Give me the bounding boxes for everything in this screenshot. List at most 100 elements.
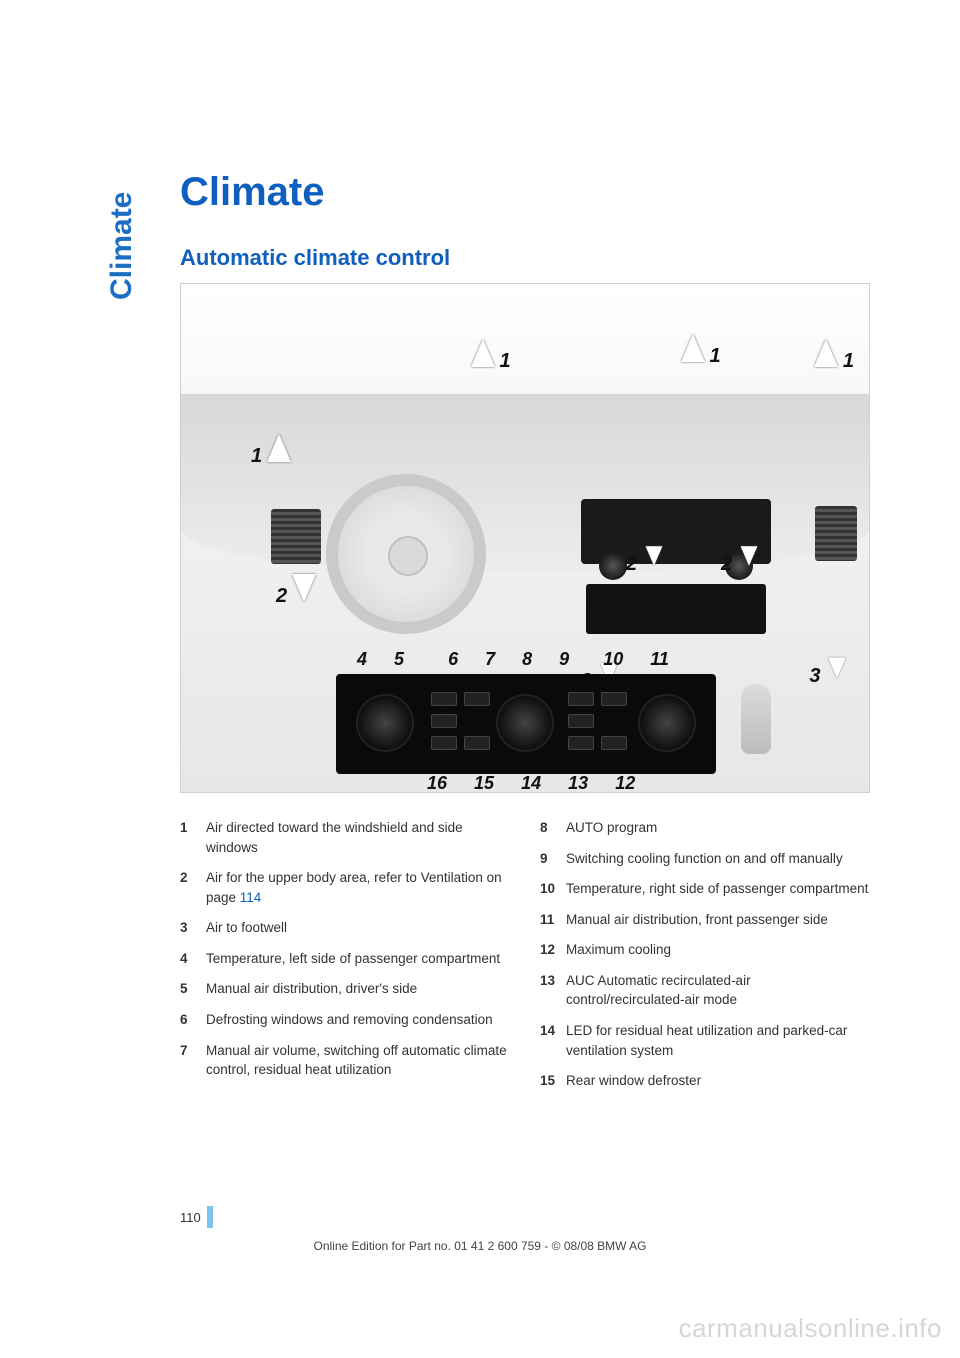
section-subtitle: Automatic climate control — [180, 245, 870, 271]
callout-number: 1 — [843, 350, 854, 373]
legend-item: 9 Switching cooling function on and off … — [540, 849, 870, 869]
arrow-down-icon — [645, 546, 662, 566]
callout-number: 12 — [615, 773, 635, 793]
callout-number: 1 — [251, 445, 262, 468]
callout-number: 7 — [485, 649, 495, 669]
arrow-up-icon — [681, 334, 705, 362]
callout-number: 9 — [559, 649, 569, 669]
legend-item: 4 Temperature, left side of passenger co… — [180, 949, 510, 969]
page-number-block: 110 — [180, 1206, 213, 1228]
legend-item: 15 Rear window defroster — [540, 1071, 870, 1091]
legend-item: 11 Manual air distribution, front passen… — [540, 910, 870, 930]
callout-number: 16 — [427, 773, 447, 793]
legend-number: 7 — [180, 1041, 206, 1080]
callout-number: 2 — [276, 585, 287, 608]
legend-text: AUC Automatic recirculated-air control/r… — [566, 971, 870, 1010]
legend-number: 15 — [540, 1071, 566, 1091]
legend-number: 14 — [540, 1021, 566, 1060]
legend-text: Temperature, right side of passenger com… — [566, 879, 870, 899]
panel-callouts-top: 4 5 6 7 8 9 10 11 — [346, 649, 680, 670]
legend-columns: 1 Air directed toward the windshield and… — [180, 818, 870, 1102]
legend-number: 6 — [180, 1010, 206, 1030]
callout-number: 3 — [809, 665, 820, 688]
panel-button-icon — [601, 736, 627, 750]
legend-number: 1 — [180, 818, 206, 857]
arrow-callout-3: 3 — [809, 654, 849, 688]
panel-button-icon — [568, 692, 594, 706]
legend-number: 4 — [180, 949, 206, 969]
arrow-callout-1: 1 — [681, 334, 721, 368]
dashboard-diagram: 1 1 1 1 2 2 2 3 — [180, 283, 870, 793]
legend-text: Air directed toward the windshield and s… — [206, 818, 510, 857]
legend-text: Defrosting windows and removing condensa… — [206, 1010, 510, 1030]
arrow-callout-1: 1 — [471, 339, 511, 373]
vent-knob-icon — [599, 552, 627, 580]
panel-button-icon — [601, 692, 627, 706]
legend-text: Manual air distribution, front passenger… — [566, 910, 870, 930]
callout-number: 14 — [521, 773, 541, 793]
panel-button-icon — [568, 736, 594, 750]
arrow-callout-2: 2 — [721, 542, 761, 576]
legend-number: 2 — [180, 868, 206, 907]
page-title: Climate — [180, 170, 870, 215]
legend-text: Maximum cooling — [566, 940, 870, 960]
vent-left-icon — [271, 509, 321, 564]
legend-item: 14 LED for residual heat utilization and… — [540, 1021, 870, 1060]
legend-text: Rear window defroster — [566, 1071, 870, 1091]
page-number-bar-icon — [207, 1206, 213, 1228]
panel-button-icon — [464, 692, 490, 706]
temp-dial-right-icon — [638, 694, 696, 752]
arrow-up-icon — [267, 434, 291, 462]
legend-text: Manual air volume, switching off automat… — [206, 1041, 510, 1080]
legend-text: Air for the upper body area, refer to Ve… — [206, 868, 510, 907]
arrow-callout-2: 2 — [276, 574, 316, 608]
panel-button-icon — [431, 714, 457, 728]
callout-number: 6 — [448, 649, 458, 669]
legend-number: 8 — [540, 818, 566, 838]
callout-number: 11 — [650, 649, 669, 669]
legend-text: Air to footwell — [206, 918, 510, 938]
legend-number: 13 — [540, 971, 566, 1010]
panel-callouts-bottom: 16 15 14 13 12 — [416, 773, 646, 793]
callout-number: 4 — [357, 649, 367, 669]
legend-item: 3 Air to footwell — [180, 918, 510, 938]
legend-item: 7 Manual air volume, switching off autom… — [180, 1041, 510, 1080]
legend-number: 3 — [180, 918, 206, 938]
vent-right-icon — [815, 506, 857, 561]
legend-item: 8 AUTO program — [540, 818, 870, 838]
legend-number: 11 — [540, 910, 566, 930]
callout-number: 2 — [626, 553, 637, 576]
auto-dial-icon — [496, 694, 554, 752]
arrow-callout-1: 1 — [814, 339, 854, 373]
legend-item: 10 Temperature, right side of passenger … — [540, 879, 870, 899]
callout-number: 2 — [721, 553, 732, 576]
arrow-down-icon — [828, 658, 846, 679]
watermark-text: carmanualsonline.info — [679, 1313, 942, 1344]
manual-page: Climate Climate Automatic climate contro… — [0, 0, 960, 1358]
gear-shifter-icon — [741, 684, 771, 754]
climate-control-panel — [336, 674, 716, 774]
legend-left-column: 1 Air directed toward the windshield and… — [180, 818, 510, 1102]
arrow-up-icon — [471, 339, 495, 367]
legend-text: Temperature, left side of passenger comp… — [206, 949, 510, 969]
callout-number: 13 — [568, 773, 588, 793]
footer-text: Online Edition for Part no. 01 41 2 600 … — [0, 1239, 960, 1253]
page-ref-link[interactable]: 114 — [240, 890, 262, 905]
legend-item: 6 Defrosting windows and removing conden… — [180, 1010, 510, 1030]
steering-wheel-icon — [326, 474, 486, 634]
arrow-callout-1: 1 — [251, 434, 291, 468]
center-stack-icon — [586, 584, 766, 634]
callout-number: 5 — [394, 649, 404, 669]
arrow-down-icon — [740, 546, 757, 566]
legend-right-column: 8 AUTO program 9 Switching cooling funct… — [540, 818, 870, 1102]
legend-item: 5 Manual air distribution, driver's side — [180, 979, 510, 999]
callout-number: 8 — [522, 649, 532, 669]
panel-button-icon — [568, 714, 594, 728]
panel-button-icon — [464, 736, 490, 750]
legend-number: 10 — [540, 879, 566, 899]
legend-item: 12 Maximum cooling — [540, 940, 870, 960]
temp-dial-left-icon — [356, 694, 414, 752]
callout-number: 15 — [474, 773, 494, 793]
panel-button-icon — [431, 692, 457, 706]
legend-text: Switching cooling function on and off ma… — [566, 849, 870, 869]
